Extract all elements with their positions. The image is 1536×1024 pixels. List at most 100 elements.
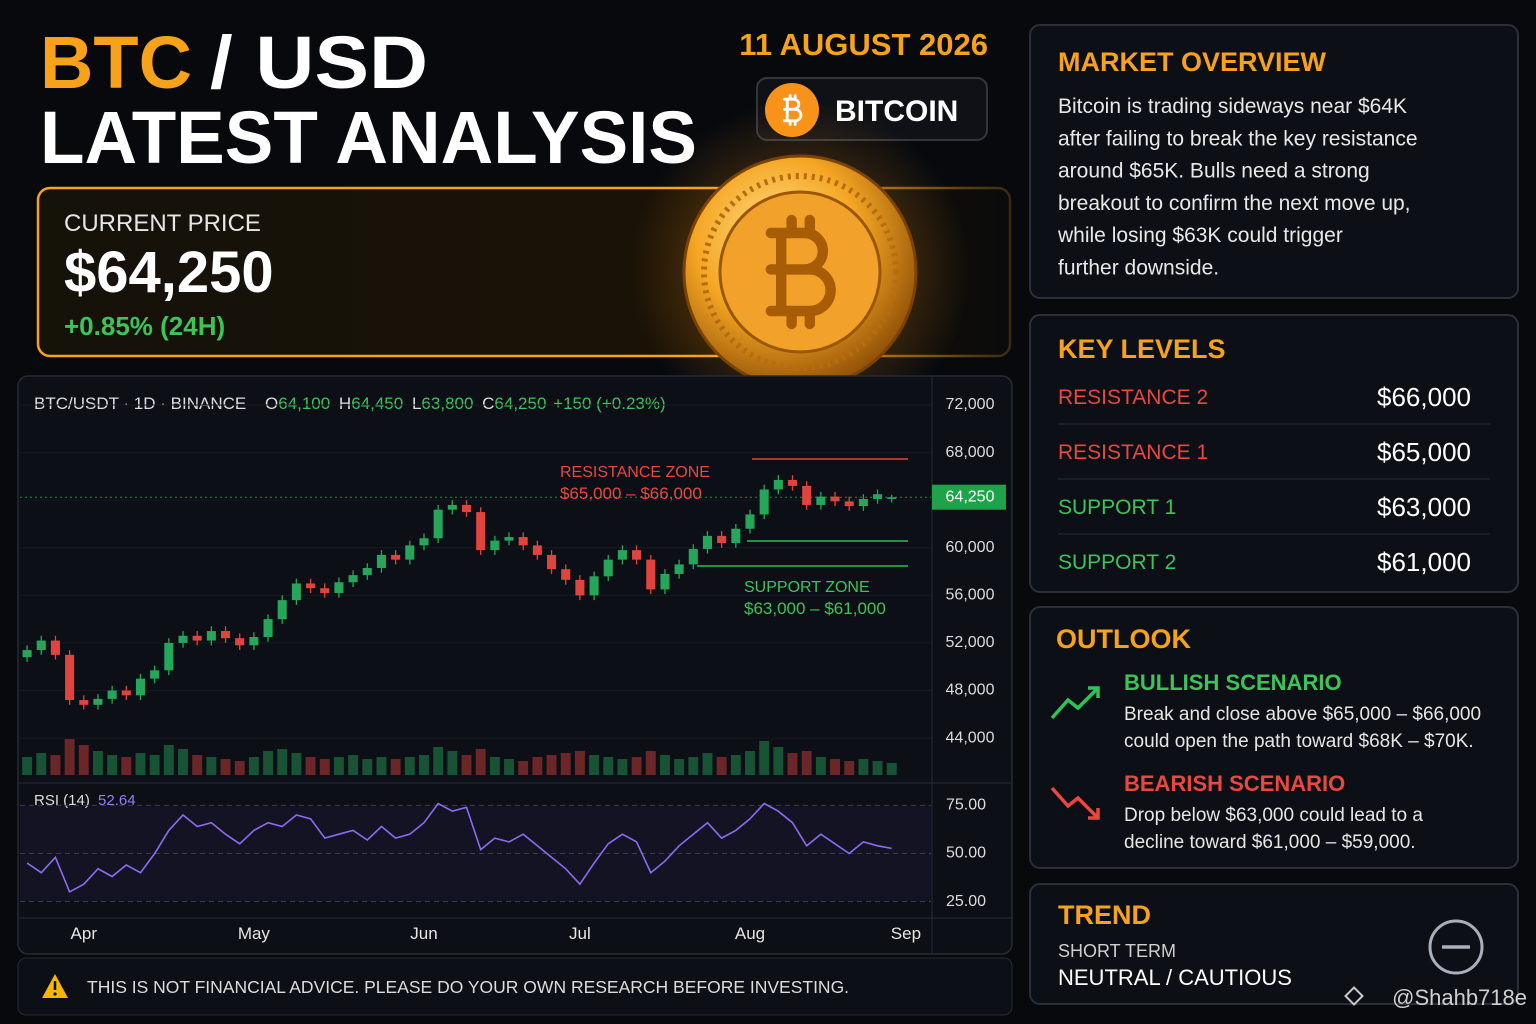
candle-body	[547, 554, 557, 570]
candle-body	[79, 700, 89, 705]
trend-panel	[1029, 883, 1519, 1005]
rsi-tick-label: 75.00	[946, 797, 986, 814]
bearish-icon	[1050, 786, 1100, 820]
high-value: 64,450	[351, 394, 403, 413]
candle-body	[702, 535, 713, 549]
candle-body	[65, 654, 75, 701]
volume-bar	[263, 751, 274, 775]
volume-bar	[560, 753, 571, 775]
close-label: C	[482, 394, 494, 413]
title-analysis: LATEST ANALYSIS	[40, 96, 697, 179]
rsi-tick-label: 50.00	[946, 845, 986, 862]
candle-body	[873, 494, 883, 499]
volume-bar	[702, 753, 713, 775]
candle-body	[447, 504, 457, 510]
candle-body	[36, 640, 46, 651]
bullish-title: BULLISH SCENARIO	[1124, 670, 1342, 695]
title-btc: BTC	[40, 21, 192, 104]
overview-text: Bitcoin is trading sideways near $64K aft…	[1057, 95, 1418, 280]
plot: 72,00068,00064,00060,00056,00052,00048,0…	[20, 396, 1006, 943]
overview-line: breakout to confirm the next move up,	[1058, 192, 1411, 215]
symbol: BTC/USDT · 1D · BINANCE	[34, 394, 246, 413]
candle-body	[532, 545, 542, 555]
volume-bar	[532, 757, 543, 775]
x-tick-label: Sep	[891, 924, 921, 943]
volume-bar	[64, 739, 75, 775]
trend-value: NEUTRAL / CAUTIOUS	[1058, 965, 1292, 990]
level-value: $66,000	[1377, 382, 1471, 412]
y-tick-label: 60,000	[946, 539, 995, 556]
candle-body	[249, 636, 259, 646]
bearish-text: decline toward $61,000 – $59,000.	[1124, 832, 1416, 853]
candle-body	[816, 496, 826, 505]
volume-bar	[830, 759, 841, 775]
level-value: $61,000	[1377, 547, 1471, 577]
bullish-icon-head	[1088, 686, 1100, 698]
disclaimer: THIS IS NOT FINANCIAL ADVICE. PLEASE DO …	[87, 977, 849, 997]
bearish-title: BEARISH SCENARIO	[1124, 771, 1345, 796]
support-title: SUPPORT ZONE	[744, 579, 870, 596]
volume-bar	[36, 753, 47, 775]
volume-bar	[574, 751, 585, 775]
candle-body	[235, 638, 245, 646]
candle-body	[220, 631, 231, 639]
volume-bar	[631, 757, 642, 775]
volume-bar	[475, 749, 486, 775]
volume-bar	[305, 757, 316, 775]
bullish-text: Break and close above $65,000 – $66,000	[1124, 704, 1481, 725]
volume-bar	[376, 757, 387, 775]
candle-body	[589, 576, 599, 596]
candle-body	[291, 583, 301, 601]
candle-body	[518, 537, 528, 546]
date: 11 AUGUST 2026	[739, 27, 988, 62]
volume-bar	[872, 761, 883, 775]
candle-body	[802, 485, 812, 505]
overview-line: after failing to break the key resistanc…	[1058, 127, 1418, 150]
low-value: 63,800	[421, 394, 473, 413]
rsi-value: 52.64	[98, 792, 136, 809]
volume-bar	[50, 755, 61, 775]
volume-bar	[362, 759, 373, 775]
volume-bar	[107, 755, 118, 775]
open-label: O	[265, 394, 278, 413]
volume-bar	[22, 757, 33, 775]
volume-bar	[135, 753, 146, 775]
levels-panel	[1029, 314, 1519, 593]
y-tick-label: 68,000	[946, 444, 995, 461]
volume-bar	[504, 759, 514, 775]
neutral-icon	[1428, 919, 1484, 975]
candle-body	[391, 554, 401, 560]
volume-bar	[447, 751, 458, 775]
volume-bar	[234, 761, 245, 775]
volume-bar	[546, 755, 557, 775]
candle-body	[731, 528, 741, 543]
overview-line: while losing $63K could trigger	[1057, 224, 1343, 247]
overview-title: MARKET OVERVIEW	[1058, 47, 1327, 77]
level-label: RESISTANCE 2	[1058, 386, 1208, 409]
rsi-tick-label: 25.00	[946, 893, 986, 910]
volume-bar	[333, 757, 344, 775]
last-price-tag	[932, 484, 1006, 510]
candle-body	[263, 619, 273, 637]
x-tick-label: May	[238, 924, 271, 943]
volume-bar	[745, 751, 755, 775]
coin-ring	[701, 173, 899, 371]
y-tick-label: 52,000	[946, 634, 995, 651]
watermark: @Shahb718e	[1392, 985, 1527, 1010]
volume-bar	[319, 759, 330, 775]
chart-header: BTC/USDT · 1D · BINANCE O64,100 H64,450 …	[34, 394, 666, 413]
candle-body	[22, 650, 32, 658]
candle-body	[121, 690, 131, 696]
volume-bar	[730, 755, 741, 775]
candle-body	[717, 535, 727, 543]
trend-title: TREND	[1058, 900, 1151, 930]
volume-bar	[206, 757, 217, 775]
volume-bar	[149, 755, 160, 775]
volume-bar	[291, 753, 302, 775]
candle-body	[575, 579, 585, 596]
watermark-icon	[1344, 986, 1364, 1006]
disclaimer-box	[17, 957, 1013, 1016]
